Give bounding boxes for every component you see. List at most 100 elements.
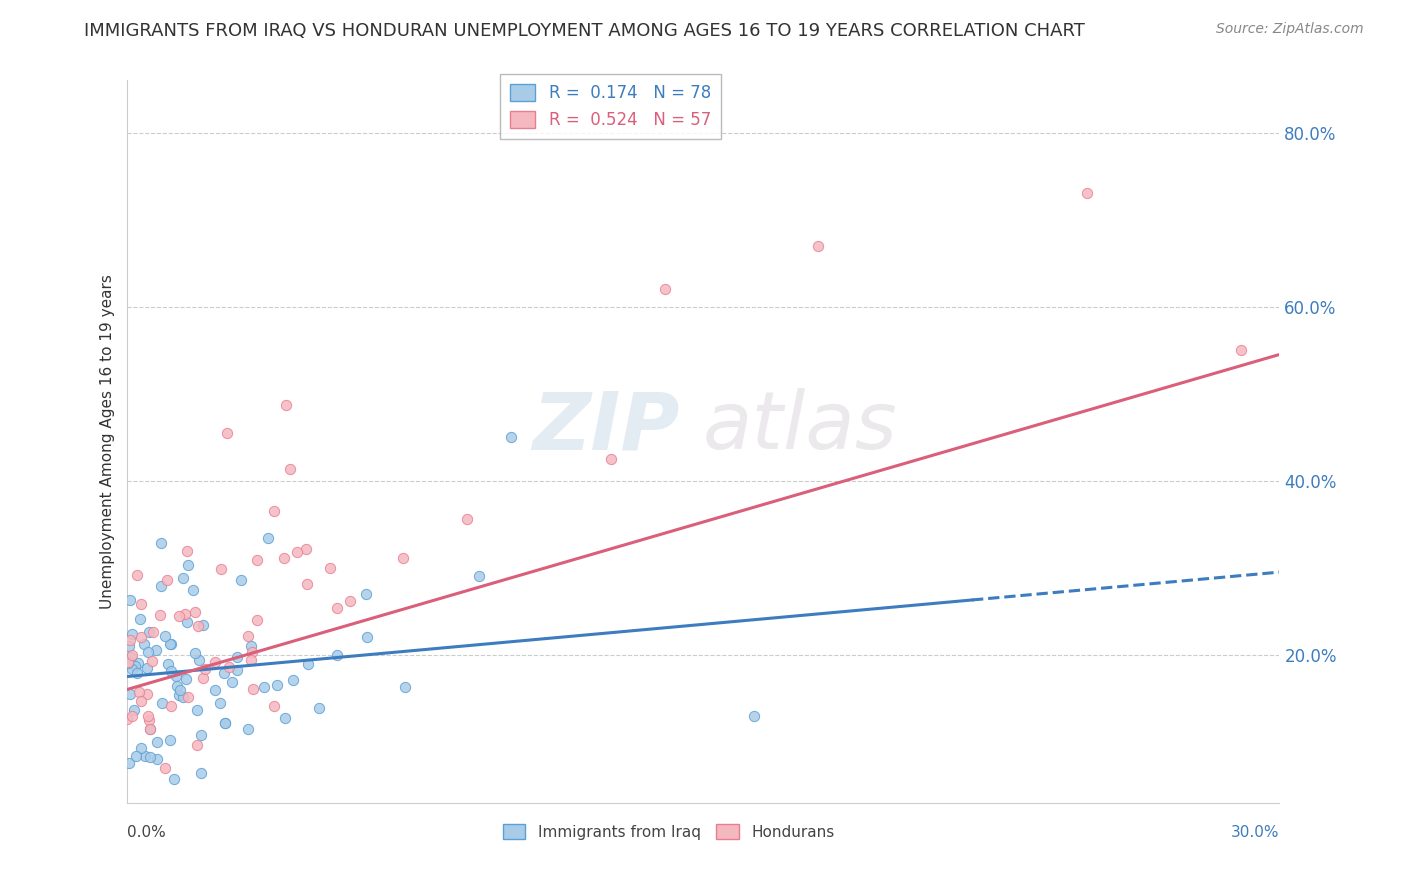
Point [209, 696, 232, 710]
Point [136, 645, 159, 659]
Point [149, 608, 172, 623]
Point [184, 647, 207, 661]
Point [226, 663, 249, 677]
Point [141, 655, 163, 669]
Point [297, 576, 319, 591]
Point [654, 282, 676, 296]
Point [153, 629, 176, 643]
Point [187, 619, 209, 633]
Text: 0.0%: 0.0% [127, 824, 166, 839]
Point [149, 579, 172, 593]
Point [153, 761, 176, 775]
Point [142, 625, 165, 640]
Point [118, 756, 141, 771]
Point [115, 712, 138, 726]
Point [121, 648, 143, 662]
Point [217, 425, 239, 440]
Point [129, 612, 152, 626]
Y-axis label: Unemployment Among Ages 16 to 19 years: Unemployment Among Ages 16 to 19 years [100, 274, 115, 609]
Point [121, 662, 143, 676]
Point [160, 664, 183, 678]
Point [191, 618, 214, 632]
Point [214, 715, 236, 730]
Point [150, 536, 173, 550]
Point [159, 732, 181, 747]
Point [238, 629, 260, 643]
Text: atlas: atlas [703, 388, 898, 467]
Point [1076, 186, 1098, 201]
Point [129, 741, 152, 756]
Point [246, 553, 269, 567]
Point [117, 655, 139, 669]
Point [150, 696, 173, 710]
Point [181, 583, 204, 598]
Text: IMMIGRANTS FROM IRAQ VS HONDURAN UNEMPLOYMENT AMONG AGES 16 TO 19 YEARS CORRELAT: IMMIGRANTS FROM IRAQ VS HONDURAN UNEMPLO… [84, 22, 1085, 40]
Point [283, 673, 305, 688]
Point [176, 544, 198, 558]
Point [807, 238, 830, 252]
Point [174, 607, 197, 621]
Point [163, 772, 186, 786]
Point [239, 653, 262, 667]
Point [127, 656, 149, 670]
Point [297, 657, 319, 671]
Point [190, 766, 212, 780]
Point [134, 748, 156, 763]
Point [139, 722, 162, 736]
Point [263, 504, 285, 518]
Point [308, 700, 330, 714]
Point [167, 688, 190, 702]
Point [121, 626, 143, 640]
Point [186, 703, 208, 717]
Point [172, 571, 194, 585]
Point [257, 531, 280, 545]
Point [226, 649, 249, 664]
Point [124, 659, 146, 673]
Point [131, 597, 153, 611]
Point [212, 665, 235, 680]
Point [356, 630, 378, 644]
Point [184, 605, 207, 619]
Point [1230, 343, 1253, 358]
Point [127, 567, 149, 582]
Point [194, 662, 217, 676]
Point [157, 657, 180, 672]
Point [204, 683, 226, 698]
Point [121, 709, 143, 723]
Point [160, 698, 183, 713]
Point [295, 542, 318, 557]
Point [240, 645, 263, 659]
Point [188, 653, 211, 667]
Point [191, 671, 214, 685]
Point [204, 656, 226, 670]
Point [240, 640, 263, 654]
Point [177, 558, 200, 573]
Point [131, 694, 153, 708]
Point [173, 830, 195, 845]
Point [136, 708, 159, 723]
Point [394, 680, 416, 694]
Point [138, 713, 160, 727]
Point [221, 675, 243, 690]
Point [190, 728, 212, 742]
Point [118, 593, 141, 607]
Point [125, 748, 148, 763]
Point [273, 710, 295, 724]
Point [117, 656, 139, 670]
Point [456, 512, 478, 526]
Point [156, 573, 179, 587]
Text: 30.0%: 30.0% [1232, 824, 1279, 839]
Point [118, 633, 141, 648]
Point [253, 680, 276, 694]
Point [120, 687, 142, 701]
Point [145, 643, 167, 657]
Point [599, 451, 621, 466]
Point [209, 562, 232, 576]
Point [274, 398, 297, 412]
Point [319, 560, 342, 574]
Point [160, 637, 183, 651]
Point [742, 708, 765, 723]
Point [120, 650, 142, 665]
Point [218, 660, 240, 674]
Point [266, 678, 288, 692]
